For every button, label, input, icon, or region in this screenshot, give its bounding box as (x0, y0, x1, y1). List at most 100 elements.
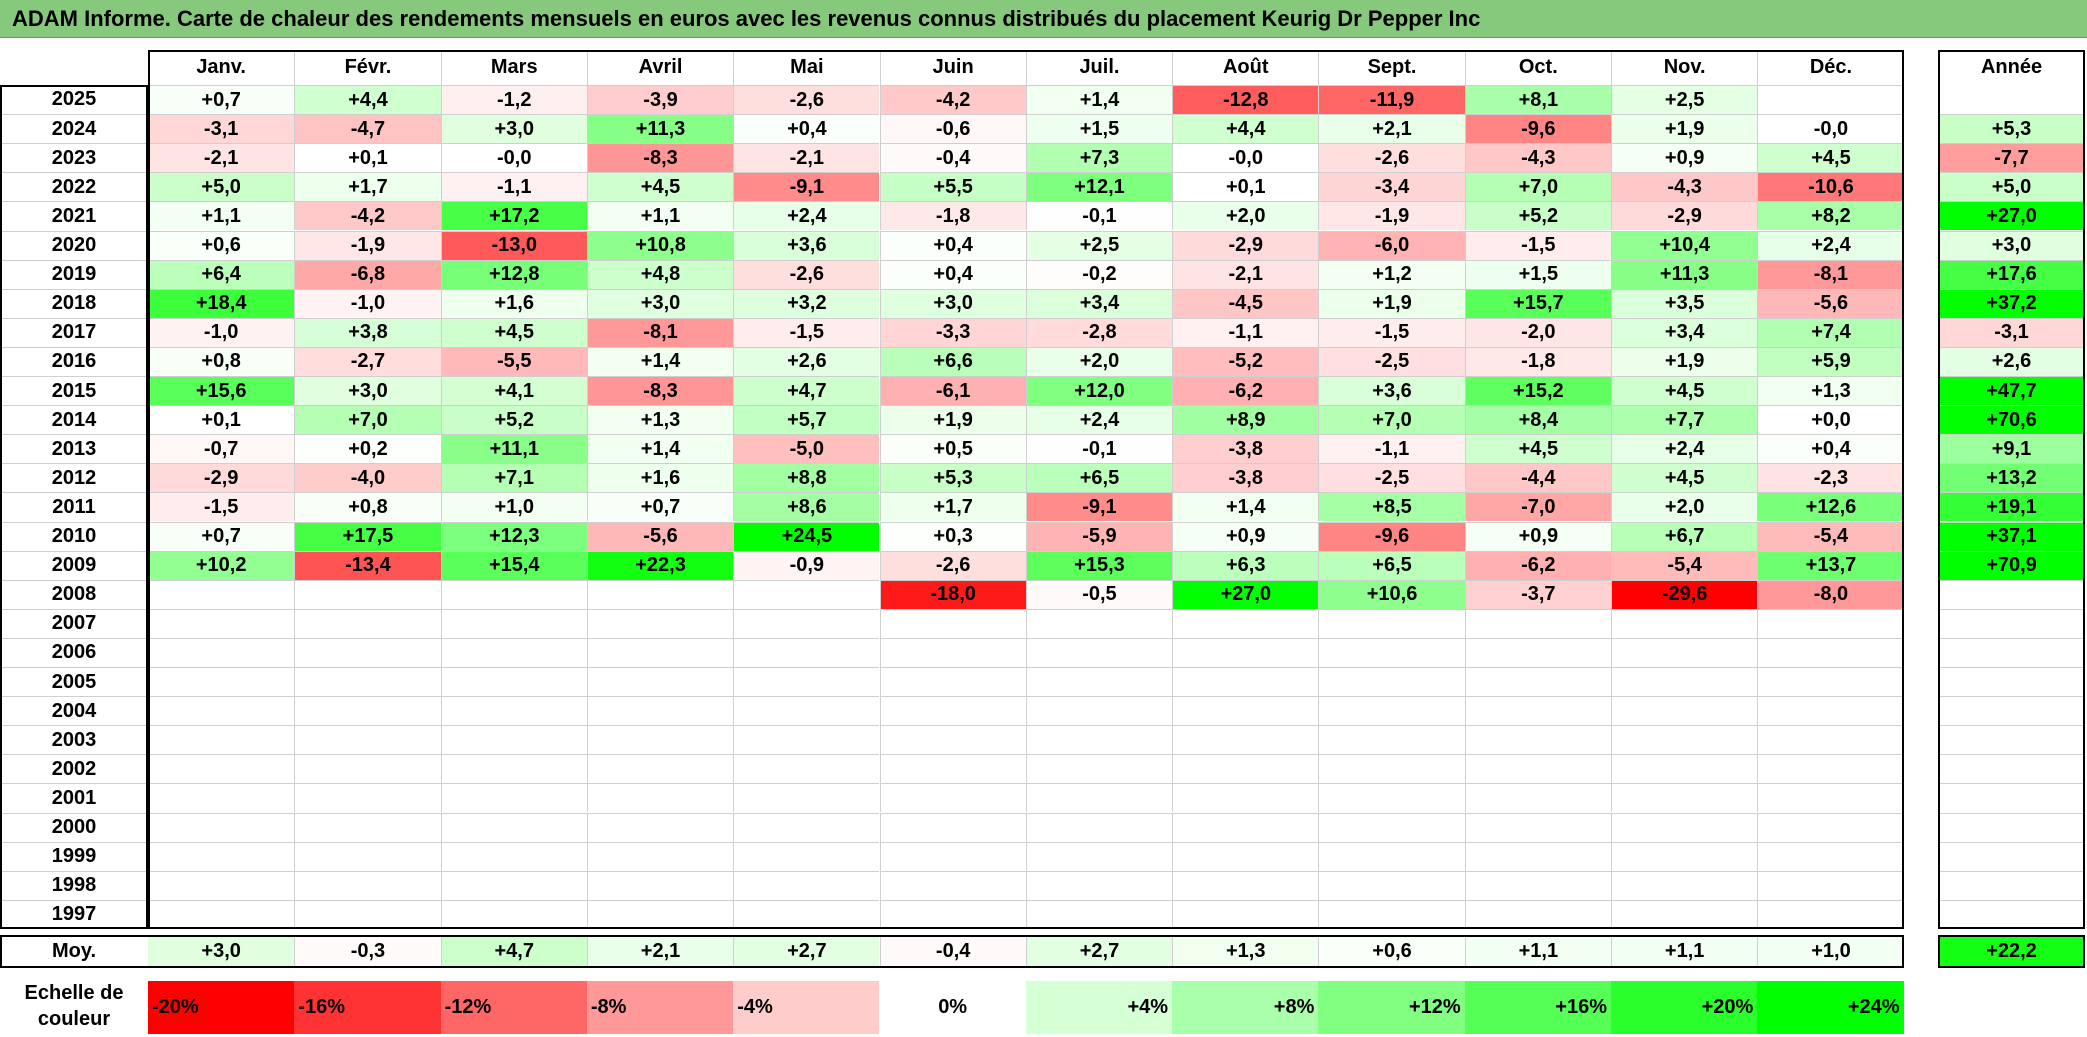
heatmap-cell: +11,1 (440, 434, 587, 464)
year-label: 1999 (0, 841, 148, 871)
heatmap-cell: +6,5 (1318, 550, 1465, 580)
heatmap-cell: +0,4 (1757, 434, 1904, 464)
heatmap-cell (1757, 725, 1904, 755)
heatmap-cell (1172, 637, 1319, 667)
heatmap-cell (1757, 754, 1904, 784)
heatmap-cell (294, 608, 441, 638)
heatmap-cell (440, 608, 587, 638)
heatmap-cell (879, 608, 1026, 638)
heatmap-cell: +1,7 (879, 492, 1026, 522)
annual-cell: +17,6 (1938, 259, 2085, 289)
heatmap-cell: +1,0 (440, 492, 587, 522)
heatmap-cell: +2,0 (1025, 346, 1173, 376)
heatmap-cell: +7,0 (1464, 172, 1611, 202)
heatmap-cell: -9,6 (1318, 521, 1465, 551)
annual-cell (1938, 667, 2085, 697)
heatmap-cell: +7,0 (1318, 405, 1465, 435)
heatmap-cell: +1,4 (1172, 492, 1319, 522)
year-label: 2011 (0, 492, 148, 522)
annual-cell (1938, 870, 2085, 900)
heatmap-cell: +7,7 (1611, 405, 1758, 435)
month-header: Oct. (1464, 50, 1611, 85)
heatmap-cell (148, 899, 295, 929)
heatmap-cell (1318, 696, 1465, 726)
heatmap-cell: -9,1 (733, 172, 880, 202)
heatmap-cell: +1,7 (294, 172, 441, 202)
heatmap-cell: +12,8 (440, 259, 587, 289)
heatmap-cell: +4,5 (1757, 143, 1904, 173)
heatmap-cell: -8,0 (1757, 579, 1904, 609)
heatmap-cell (586, 899, 734, 929)
heatmap-cell (586, 754, 734, 784)
heatmap-cell: +1,4 (1025, 85, 1173, 115)
month-header: Août (1172, 50, 1319, 85)
heatmap-cell: +4,4 (294, 85, 441, 115)
heatmap-cell: +5,2 (1464, 201, 1611, 231)
heatmap-cell (1611, 841, 1758, 871)
heatmap-cell (879, 812, 1026, 842)
heatmap-cell: +0,7 (148, 85, 295, 115)
heatmap-cell: -1,5 (1464, 230, 1611, 260)
heatmap-cell: -4,7 (294, 114, 441, 144)
heatmap-cell (1464, 841, 1611, 871)
heatmap-cell: -0,1 (1025, 201, 1173, 231)
heatmap-cell (1025, 899, 1173, 929)
year-label: 2012 (0, 463, 148, 493)
year-label: 2015 (0, 376, 148, 406)
heatmap-cell: -9,1 (1025, 492, 1173, 522)
heatmap-cell: -4,0 (294, 463, 441, 493)
heatmap-cell (294, 899, 441, 929)
color-scale-step: +4% (1025, 981, 1173, 1034)
heatmap-cell: -5,9 (1025, 521, 1173, 551)
heatmap-cell: -0,0 (1172, 143, 1319, 173)
heatmap-cell (1172, 870, 1319, 900)
heatmap-cell: -0,6 (879, 114, 1026, 144)
color-scale-step: +20% (1611, 981, 1758, 1034)
heatmap-cell (1025, 870, 1173, 900)
heatmap-cell (733, 579, 880, 609)
heatmap-cell: -8,3 (586, 143, 734, 173)
heatmap-cell: +5,5 (879, 172, 1026, 202)
heatmap-cell (1464, 754, 1611, 784)
heatmap-cell (879, 667, 1026, 697)
year-label: 2009 (0, 550, 148, 580)
heatmap-cell (1025, 783, 1173, 813)
heatmap-cell: -3,1 (148, 114, 295, 144)
color-scale-step: -8% (586, 981, 734, 1034)
heatmap-cell: +4,7 (733, 376, 880, 406)
year-label: 2010 (0, 521, 148, 551)
heatmap-cell: +0,9 (1172, 521, 1319, 551)
heatmap-cell: +6,5 (1025, 463, 1173, 493)
heatmap-cell: +1,5 (1025, 114, 1173, 144)
heatmap-cell: +22,3 (586, 550, 734, 580)
heatmap-cell (1318, 841, 1465, 871)
heatmap-cell (1757, 870, 1904, 900)
heatmap-cell: -2,6 (733, 85, 880, 115)
heatmap-cell (586, 608, 734, 638)
heatmap-cell: -1,1 (1172, 317, 1319, 347)
heatmap-cell (1611, 667, 1758, 697)
heatmap-cell: -10,6 (1757, 172, 1904, 202)
heatmap-cell: +7,4 (1757, 317, 1904, 347)
heatmap-cell: -2,1 (148, 143, 295, 173)
heatmap-cell: +11,3 (1611, 259, 1758, 289)
heatmap-cell (148, 667, 295, 697)
heatmap-cell (1757, 812, 1904, 842)
heatmap-cell: +0,0 (1757, 405, 1904, 435)
heatmap-cell: +15,4 (440, 550, 587, 580)
annual-cell (1938, 696, 2085, 726)
heatmap-cell: -8,3 (586, 376, 734, 406)
heatmap-cell (1318, 608, 1465, 638)
heatmap-cell: +1,4 (586, 434, 734, 464)
heatmap-cell: +2,5 (1025, 230, 1173, 260)
heatmap-cell: +1,1 (586, 201, 734, 231)
heatmap-cell (440, 725, 587, 755)
heatmap-cell: +1,2 (1318, 259, 1465, 289)
heatmap-cell: -11,9 (1318, 85, 1465, 115)
heatmap-cell: +2,5 (1611, 85, 1758, 115)
heatmap-cell: -1,8 (879, 201, 1026, 231)
heatmap-cell (294, 870, 441, 900)
heatmap-cell: +6,3 (1172, 550, 1319, 580)
heatmap-cell: -1,0 (148, 317, 295, 347)
heatmap-cell: +3,5 (1611, 288, 1758, 318)
